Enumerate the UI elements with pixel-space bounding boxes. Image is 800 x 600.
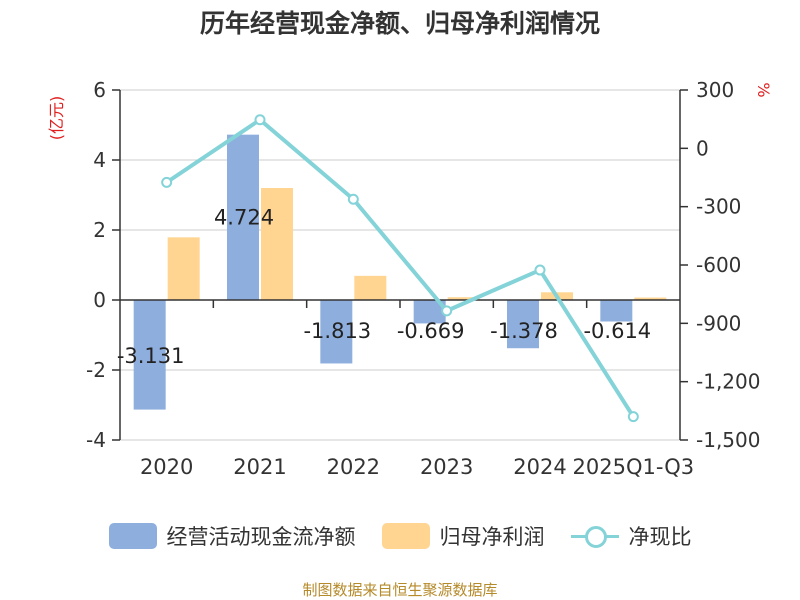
data-label-cash-flow: -0.669	[397, 319, 465, 343]
bar-cash-flow-2025Q1-Q3	[600, 300, 633, 322]
legend-swatch-cash-flow	[108, 523, 157, 549]
data-label-cash-flow: -3.131	[117, 344, 185, 368]
legend-label-net-profit: 归母净利润	[439, 525, 545, 549]
legend: 经营活动现金流净额 归母净利润 净现比	[0, 518, 800, 554]
right-tick-label: -300	[696, 195, 741, 219]
x-tick-label: 2023	[420, 455, 473, 479]
x-tick-label: 2021	[233, 455, 286, 479]
ratio-point-2021	[254, 114, 266, 126]
right-tick-label: -1,200	[696, 370, 760, 394]
ratio-point-2025Q1-Q3	[627, 411, 639, 423]
ratio-point-2024	[534, 264, 546, 276]
data-label-cash-flow: -0.614	[583, 319, 651, 343]
left-tick-label: 0	[93, 288, 106, 312]
data-label-cash-flow: 4.724	[214, 206, 274, 230]
bar-net-profit-2023	[447, 297, 480, 300]
ratio-point-2023	[441, 305, 453, 317]
data-label-cash-flow: -1.813	[303, 319, 371, 343]
legend-label-cash-flow: 经营活动现金流净额	[166, 525, 356, 549]
right-tick-label: -1,500	[696, 428, 760, 452]
bar-cash-flow-2022	[320, 300, 353, 364]
chart-title: 历年经营现金净额、归母净利润情况	[199, 9, 600, 38]
bar-net-profit-2025Q1-Q3	[634, 297, 667, 300]
ratio-line	[165, 117, 636, 418]
left-tick-label: 4	[93, 148, 106, 172]
x-tick-label: 2025Q1-Q3	[573, 455, 695, 479]
right-axis-label: %	[754, 82, 773, 97]
right-tick-label: 300	[696, 78, 734, 102]
x-tick-label: 2024	[513, 455, 566, 479]
right-tick-label: -900	[696, 311, 741, 335]
legend-swatch-net-profit	[381, 523, 430, 549]
x-tick-label: 2020	[140, 455, 193, 479]
data-label-cash-flow: -1.378	[490, 319, 558, 343]
right-tick-label: 0	[696, 136, 709, 160]
legend-item-cash-flow[interactable]: 经营活动现金流净额	[108, 521, 356, 551]
right-tick-label: -600	[696, 253, 741, 277]
source-note: 制图数据来自恒生聚源数据库	[302, 581, 498, 599]
ratio-point-2020	[161, 176, 173, 188]
left-axis-label: (亿元)	[47, 96, 66, 141]
ratio-point-2022	[347, 193, 359, 205]
bar-cash-flow-2021	[227, 134, 259, 300]
legend-item-net-profit[interactable]: 归母净利润	[381, 521, 545, 551]
left-tick-label: -2	[86, 358, 106, 382]
bar-cash-flow-2024	[507, 300, 539, 349]
legend-item-ratio[interactable]: 净现比	[570, 521, 692, 551]
bar-cash-flow-2020	[133, 300, 166, 410]
x-tick-label: 2022	[327, 455, 380, 479]
bar-net-profit-2020	[167, 237, 200, 300]
legend-label-ratio: 净现比	[628, 525, 692, 549]
left-tick-label: -4	[86, 428, 106, 452]
left-tick-label: 2	[93, 218, 106, 242]
legend-swatch-ratio	[570, 523, 619, 549]
left-tick-label: 6	[93, 78, 106, 102]
bar-net-profit-2022	[354, 275, 387, 300]
bar-net-profit-2021	[261, 188, 293, 300]
bar-cash-flow-2023	[413, 300, 446, 324]
